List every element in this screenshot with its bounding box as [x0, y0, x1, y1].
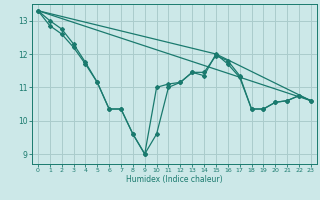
X-axis label: Humidex (Indice chaleur): Humidex (Indice chaleur) [126, 175, 223, 184]
